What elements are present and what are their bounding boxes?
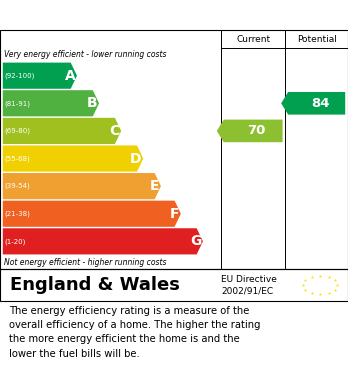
Text: (69-80): (69-80) <box>5 127 31 134</box>
Polygon shape <box>3 90 99 117</box>
Text: Current: Current <box>236 34 270 43</box>
Polygon shape <box>3 173 161 199</box>
Polygon shape <box>281 92 345 115</box>
Text: A: A <box>64 69 75 83</box>
Text: B: B <box>87 96 97 110</box>
Text: (1-20): (1-20) <box>5 238 26 245</box>
Text: England & Wales: England & Wales <box>10 276 180 294</box>
Polygon shape <box>217 120 283 142</box>
Text: (92-100): (92-100) <box>5 72 35 79</box>
Polygon shape <box>3 228 203 255</box>
Text: C: C <box>109 124 119 138</box>
Text: D: D <box>130 152 142 165</box>
Text: Not energy efficient - higher running costs: Not energy efficient - higher running co… <box>4 258 167 267</box>
Polygon shape <box>3 63 77 89</box>
Text: Potential: Potential <box>297 34 337 43</box>
Text: (55-68): (55-68) <box>5 155 31 162</box>
Text: 70: 70 <box>247 124 266 137</box>
Polygon shape <box>3 145 143 172</box>
Text: F: F <box>169 207 179 221</box>
Text: Very energy efficient - lower running costs: Very energy efficient - lower running co… <box>4 50 167 59</box>
Text: The energy efficiency rating is a measure of the
overall efficiency of a home. T: The energy efficiency rating is a measur… <box>9 306 260 359</box>
Text: (39-54): (39-54) <box>5 183 31 189</box>
Text: Energy Efficiency Rating: Energy Efficiency Rating <box>63 7 285 23</box>
Text: E: E <box>150 179 159 193</box>
Polygon shape <box>3 201 181 227</box>
Text: 2002/91/EC: 2002/91/EC <box>221 287 273 296</box>
Text: (81-91): (81-91) <box>5 100 31 106</box>
Text: (21-38): (21-38) <box>5 210 31 217</box>
Text: 84: 84 <box>311 97 330 110</box>
Text: EU Directive: EU Directive <box>221 275 277 284</box>
Polygon shape <box>3 118 121 144</box>
Text: G: G <box>190 234 201 248</box>
